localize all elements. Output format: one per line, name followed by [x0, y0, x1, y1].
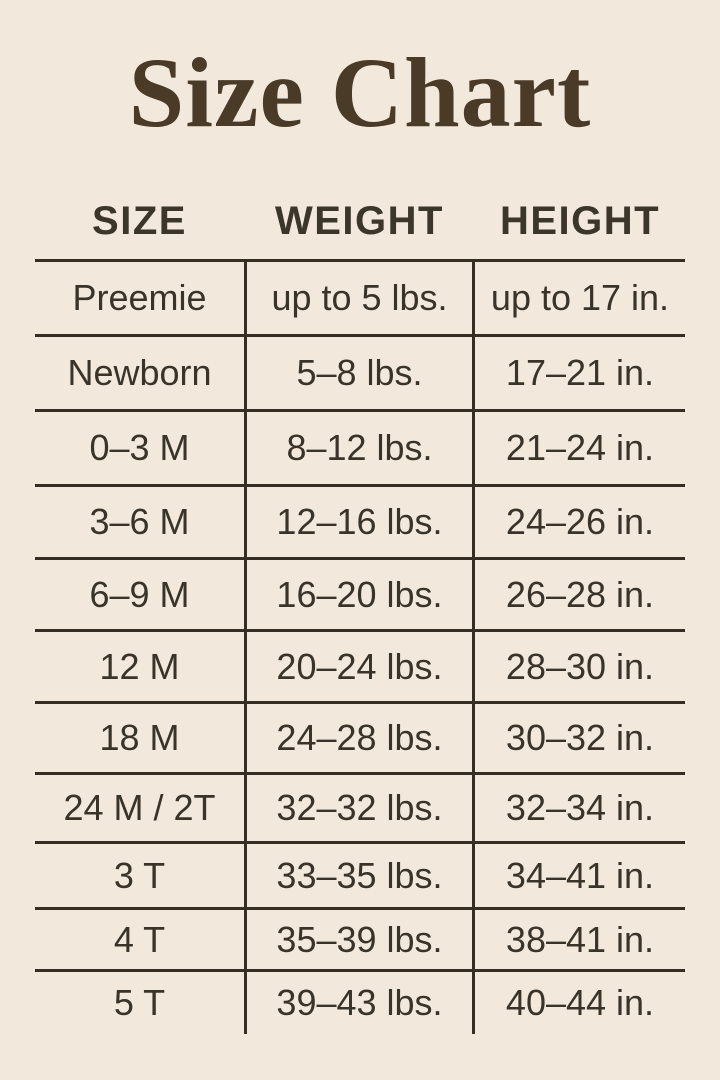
weight-cell: 12–16 lbs.: [244, 487, 475, 557]
size-cell: 0–3 M: [89, 427, 190, 469]
size-chart-table: SIZE WEIGHT HEIGHT Preemie up to 5 lbs. …: [35, 183, 685, 1034]
page-title: Size Chart: [128, 37, 592, 148]
height-cell: 21–24 in.: [505, 427, 655, 469]
table-body: Preemie up to 5 lbs. up to 17 in. Newbor…: [35, 259, 685, 1034]
height-cell: 32–34 in.: [505, 787, 655, 829]
table-row: 24 M / 2T 32–32 lbs. 32–34 in.: [35, 772, 685, 841]
table-row: 0–3 M 8–12 lbs. 21–24 in.: [35, 409, 685, 484]
size-cell: 3 T: [113, 854, 166, 896]
weight-cell: up to 5 lbs.: [244, 262, 475, 334]
weight-cell: 16–20 lbs.: [244, 560, 475, 629]
table-row: 4 T 35–39 lbs. 38–41 in.: [35, 907, 685, 969]
height-cell: 28–30 in.: [505, 645, 655, 687]
table-row: Preemie up to 5 lbs. up to 17 in.: [35, 259, 685, 334]
table-row: 12 M 20–24 lbs. 28–30 in.: [35, 629, 685, 701]
height-cell: 40–44 in.: [505, 982, 655, 1024]
height-cell: 30–32 in.: [505, 717, 655, 759]
weight-cell: 5–8 lbs.: [244, 337, 475, 409]
height-cell: 34–41 in.: [505, 854, 655, 896]
table-header-row: SIZE WEIGHT HEIGHT: [35, 183, 685, 259]
size-cell: 12 M: [99, 645, 180, 687]
weight-cell: 32–32 lbs.: [244, 775, 475, 841]
height-cell: up to 17 in.: [490, 277, 670, 319]
table-row: 3–6 M 12–16 lbs. 24–26 in.: [35, 484, 685, 557]
size-cell: 6–9 M: [89, 573, 190, 615]
size-cell: Newborn: [67, 352, 212, 394]
table-row: 18 M 24–28 lbs. 30–32 in.: [35, 701, 685, 772]
size-cell: Preemie: [72, 277, 207, 319]
column-header-height: HEIGHT: [499, 198, 661, 243]
column-header-size: SIZE: [92, 198, 187, 243]
size-cell: 18 M: [99, 717, 180, 759]
weight-cell: 39–43 lbs.: [244, 972, 475, 1034]
table-row: 5 T 39–43 lbs. 40–44 in.: [35, 969, 685, 1034]
table-row: 6–9 M 16–20 lbs. 26–28 in.: [35, 557, 685, 629]
height-cell: 24–26 in.: [505, 501, 655, 543]
size-cell: 5 T: [113, 982, 166, 1024]
table-row: Newborn 5–8 lbs. 17–21 in.: [35, 334, 685, 409]
size-cell: 4 T: [113, 918, 166, 960]
size-cell: 24 M / 2T: [63, 787, 216, 829]
weight-cell: 20–24 lbs.: [244, 632, 475, 701]
weight-cell: 33–35 lbs.: [244, 844, 475, 907]
height-cell: 38–41 in.: [505, 918, 655, 960]
size-cell: 3–6 M: [89, 501, 190, 543]
weight-cell: 8–12 lbs.: [244, 412, 475, 484]
table-row: 3 T 33–35 lbs. 34–41 in.: [35, 841, 685, 907]
column-header-weight: WEIGHT: [275, 198, 444, 243]
weight-cell: 35–39 lbs.: [244, 910, 475, 969]
height-cell: 26–28 in.: [505, 573, 655, 615]
weight-cell: 24–28 lbs.: [244, 704, 475, 772]
height-cell: 17–21 in.: [505, 352, 655, 394]
